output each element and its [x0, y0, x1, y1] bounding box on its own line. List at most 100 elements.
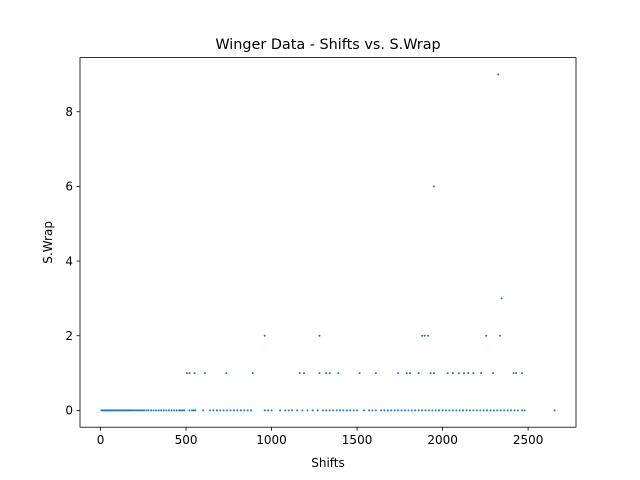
data-point	[358, 372, 361, 375]
data-point	[445, 409, 448, 412]
data-point	[397, 409, 400, 412]
data-point	[139, 409, 142, 412]
data-point	[303, 372, 306, 375]
data-point	[208, 409, 211, 412]
data-point	[468, 409, 471, 412]
data-point	[429, 372, 432, 375]
data-point	[421, 334, 424, 337]
data-point	[250, 409, 253, 412]
data-point	[194, 409, 197, 412]
data-point	[485, 334, 488, 337]
data-point	[393, 409, 396, 412]
data-point	[383, 409, 386, 412]
data-point	[356, 409, 359, 412]
data-point	[111, 409, 114, 412]
data-point	[225, 372, 228, 375]
data-point	[122, 409, 125, 412]
data-point	[263, 334, 266, 337]
data-point	[128, 409, 131, 412]
data-point	[374, 409, 377, 412]
data-point	[236, 409, 239, 412]
data-point	[232, 409, 235, 412]
data-point	[492, 409, 495, 412]
data-point	[433, 185, 436, 188]
data-point	[496, 409, 499, 412]
data-point	[371, 409, 374, 412]
data-point	[165, 409, 168, 412]
data-point	[390, 409, 393, 412]
data-point	[178, 409, 181, 412]
x-tick-label: 0	[97, 433, 105, 447]
data-point	[424, 409, 427, 412]
data-point	[267, 409, 270, 412]
data-point	[475, 409, 478, 412]
data-point	[434, 409, 437, 412]
data-point	[113, 409, 116, 412]
data-point	[342, 409, 345, 412]
data-point	[155, 409, 158, 412]
data-point	[183, 409, 186, 412]
data-point	[421, 409, 424, 412]
data-point	[136, 409, 139, 412]
data-point	[212, 409, 215, 412]
data-point	[512, 372, 515, 375]
data-point	[291, 409, 294, 412]
data-point	[328, 372, 331, 375]
data-point	[215, 409, 218, 412]
data-point	[465, 409, 468, 412]
x-tick-label: 2500	[513, 433, 544, 447]
y-tick-label: 0	[65, 404, 73, 418]
data-point	[229, 409, 232, 412]
data-point	[193, 372, 196, 375]
data-point	[472, 372, 475, 375]
x-tick-label: 500	[175, 433, 198, 447]
data-point	[458, 409, 461, 412]
data-point	[516, 409, 519, 412]
x-axis-ticks: 0 500 1000 1500 2000 2500	[97, 427, 544, 447]
data-point	[127, 409, 130, 412]
data-point	[427, 409, 430, 412]
data-point	[446, 372, 449, 375]
data-point	[338, 409, 341, 412]
data-point	[332, 409, 335, 412]
data-point	[162, 409, 165, 412]
data-point	[316, 409, 319, 412]
data-point	[284, 409, 287, 412]
data-point	[243, 409, 246, 412]
data-point	[192, 409, 195, 412]
data-point	[173, 409, 176, 412]
data-point	[131, 409, 134, 412]
data-point	[497, 73, 500, 76]
data-point	[202, 409, 205, 412]
data-point	[160, 409, 163, 412]
y-axis-ticks: 0 2 4 6 8	[65, 105, 80, 418]
data-point	[499, 409, 502, 412]
data-point	[251, 372, 254, 375]
data-point	[451, 409, 454, 412]
data-point	[362, 409, 365, 412]
data-point	[246, 409, 249, 412]
data-point	[325, 372, 328, 375]
data-point	[318, 334, 321, 337]
data-point	[296, 409, 299, 412]
data-point	[175, 409, 178, 412]
data-point	[287, 409, 290, 412]
data-points	[100, 73, 556, 412]
y-tick-label: 6	[65, 180, 73, 194]
data-point	[352, 409, 355, 412]
data-point	[157, 409, 160, 412]
y-axis-label: S.Wrap	[41, 221, 55, 264]
x-axis-label: Shifts	[311, 456, 345, 470]
data-point	[553, 409, 556, 412]
data-point	[479, 409, 482, 412]
data-point	[263, 409, 266, 412]
data-point	[492, 372, 495, 375]
data-point	[503, 409, 506, 412]
data-point	[462, 409, 465, 412]
data-point	[108, 409, 111, 412]
data-point	[386, 409, 389, 412]
data-point	[462, 372, 465, 375]
data-point	[521, 409, 524, 412]
x-tick-label: 2000	[427, 433, 458, 447]
